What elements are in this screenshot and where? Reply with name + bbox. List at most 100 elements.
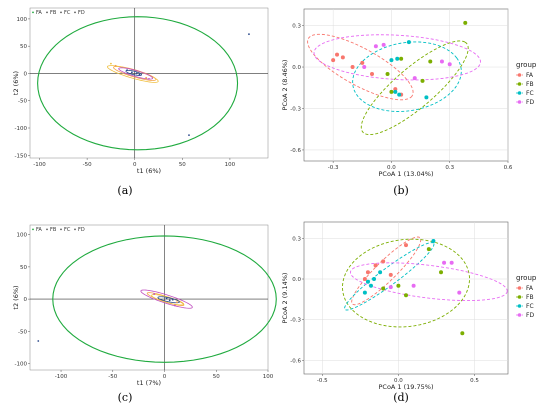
point-FA [340, 55, 345, 60]
x-tick-label: 0.0 [394, 378, 403, 384]
point-FB [130, 71, 133, 74]
y-tick-label: -50 [18, 99, 27, 105]
point-FB [439, 270, 444, 275]
x-tick-label: 0.5 [470, 378, 479, 384]
y-tick-label: -100 [15, 126, 28, 132]
legend-item: FC [526, 90, 534, 97]
point-FB [428, 59, 433, 64]
point-FA [362, 277, 367, 281]
x-tick-label: 50 [213, 374, 220, 380]
legend-key-dot [46, 228, 48, 231]
point-FB [404, 293, 408, 298]
legend-key-dot [60, 228, 62, 231]
plot-area [29, 224, 269, 371]
point-FB [396, 283, 401, 288]
legend-key-dot [517, 73, 522, 77]
point-FD [449, 260, 454, 265]
point-FA [381, 259, 386, 264]
x-tick-label: 100 [263, 374, 274, 380]
point-FC [372, 277, 377, 281]
panel-caption: (b) [393, 184, 409, 197]
legend-key-dot [517, 82, 522, 86]
point-FD [148, 78, 150, 80]
point-FD [442, 260, 447, 265]
x-axis-label: t1 (7%) [137, 379, 161, 387]
point-FC [368, 283, 373, 288]
legend-item: FC [64, 10, 71, 16]
x-tick-label: -0.3 [328, 165, 339, 171]
ellipse-FD [349, 262, 508, 302]
legend-item: FD [78, 227, 85, 233]
legend-item: FD [526, 99, 534, 106]
ellipse-FC [352, 41, 462, 112]
y-tick-label: 100 [17, 17, 28, 23]
x-tick-label: -50 [108, 374, 117, 380]
y-tick-label: -150 [15, 153, 28, 159]
point-FC [431, 239, 436, 243]
ellipse-FB [125, 69, 143, 76]
ellipse-FA [351, 236, 422, 306]
ellipse-FA [307, 33, 414, 101]
legend-title: group [516, 274, 537, 282]
legend-key-dot [517, 286, 522, 290]
y-tick-label: 0 [24, 71, 28, 77]
ellipse-FD [140, 289, 193, 309]
legend-item: FA [526, 285, 534, 292]
y-tick-label: 100 [17, 233, 28, 239]
legend-item: FB [526, 294, 534, 301]
point-FA [350, 65, 355, 70]
plot-area [303, 221, 509, 375]
point-FC [393, 89, 398, 94]
point-FB [126, 69, 129, 72]
y-tick-label: 0 [24, 297, 28, 303]
point-FA [360, 60, 365, 65]
point-FC [424, 95, 429, 100]
x-tick-label: 0.3 [445, 165, 454, 171]
ellipse-all [52, 235, 277, 363]
x-tick-label: 0.0 [387, 165, 396, 171]
point-FD [153, 293, 156, 295]
panel-caption: (d) [393, 391, 409, 404]
point-FA [388, 272, 393, 277]
y-tick-label: 50 [20, 265, 27, 271]
point-FC [397, 92, 402, 97]
legend-item: FC [64, 227, 71, 233]
point-FD [173, 304, 176, 307]
point-FC [362, 290, 367, 295]
y-tick-label: -0.3 [290, 318, 301, 324]
x-tick-label: 0 [163, 374, 167, 380]
point-FA [373, 263, 378, 268]
point-FC [365, 279, 370, 284]
legend-key-dot [32, 11, 34, 14]
point-FC [378, 270, 383, 275]
y-tick-label: 0.0 [292, 277, 301, 283]
point-FA [365, 270, 370, 275]
point-FD [373, 44, 378, 49]
ellipse-FB [342, 238, 470, 328]
legend-key-dot [46, 11, 48, 14]
x-tick-label: 0 [133, 162, 137, 168]
point-FA [176, 301, 178, 304]
x-tick-label: 50 [179, 162, 186, 168]
point-FD [381, 42, 386, 47]
point-FD [412, 76, 417, 81]
legend-key-dot [74, 228, 76, 231]
y-axis-label: PCoA 2 (8.46%) [281, 60, 289, 111]
plot-area [29, 7, 269, 159]
point-FD [439, 59, 444, 64]
legend-item: FA [36, 227, 42, 233]
legend-key-dot [517, 304, 522, 308]
panel-a: -100 -50 0 50 100 -150 -100 -50 0 50 100 t1 (6%) t2 … [12, 7, 269, 197]
panel-caption: (c) [118, 391, 133, 404]
y-tick-label: 0.3 [292, 236, 301, 242]
ellipse-all [37, 16, 239, 151]
point-FD [362, 65, 367, 70]
point-FD [447, 62, 452, 67]
point-FA [335, 52, 340, 57]
point-FB [399, 56, 404, 61]
legend-item: FB [526, 81, 534, 88]
legend-key-dot [32, 228, 34, 231]
point-FC [395, 56, 400, 61]
legend-item: FD [526, 312, 534, 319]
point-FB [165, 297, 168, 300]
